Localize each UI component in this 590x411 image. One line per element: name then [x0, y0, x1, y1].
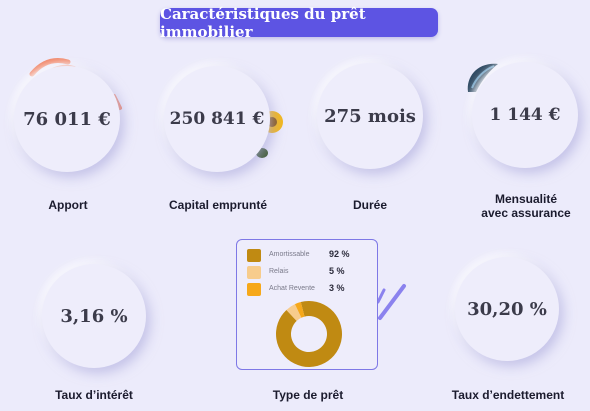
taux-endettement-label: Taux d’endettement: [451, 388, 565, 402]
donut-slice-amortissable: [276, 301, 342, 367]
duree-value: 275 mois: [324, 105, 416, 127]
capital-label: Capital emprunté: [168, 198, 267, 212]
legend-percent: 3 %: [329, 283, 345, 293]
duree-label: Durée: [352, 198, 387, 212]
apport-value: 76 011 €: [23, 108, 111, 130]
capital-value: 250 841 €: [169, 109, 265, 129]
apport-label: Apport: [48, 198, 88, 212]
page-title: Caractéristiques du prêt immobilier: [160, 5, 438, 41]
taux-interet-circle: 3,16 %: [42, 264, 146, 368]
duree-circle: 275 mois: [317, 63, 423, 169]
taux-endettement-value: 30,20 %: [467, 298, 547, 320]
loan-type-donut-chart: [276, 301, 342, 367]
legend-name: Amortissable: [269, 251, 310, 258]
feather-decoration-icon: [467, 63, 498, 92]
mensualite-value: 1 144 €: [489, 105, 561, 125]
taux-interet-value: 3,16 %: [60, 305, 128, 327]
legend-swatch: [247, 283, 261, 296]
taux-endettement-circle: 30,20 %: [455, 257, 559, 361]
mensualite-label-line2: avec assurance: [481, 206, 571, 220]
legend-item: Achat Revente 3 %: [247, 283, 375, 296]
taux-interet-label: Taux d’intérêt: [55, 388, 133, 402]
legend-name: Relais: [269, 268, 289, 275]
legend-name: Achat Revente: [269, 285, 315, 292]
apport-circle: 76 011 €: [14, 66, 120, 172]
legend-swatch: [247, 266, 261, 279]
legend-percent: 92 %: [329, 249, 350, 259]
loan-type-card: Amortissable 92 % Relais 5 % Achat Reven…: [236, 239, 378, 370]
donut-slice-relais: [286, 304, 302, 321]
mensualite-label-line1: Mensualité: [494, 192, 557, 206]
legend-item: Amortissable 92 %: [247, 249, 375, 262]
loan-type-label: Type de prêt: [272, 388, 344, 402]
donut-slice-achat-revente: [294, 302, 305, 318]
mensualite-circle: 1 144 €: [472, 62, 578, 168]
capital-circle: 250 841 €: [164, 66, 270, 172]
legend-swatch: [247, 249, 261, 262]
mensualite-label: Mensualité avec assurance: [466, 192, 586, 220]
legend-item: Relais 5 %: [247, 266, 375, 279]
legend-percent: 5 %: [329, 266, 345, 276]
brush-decoration-icon: [376, 284, 406, 320]
